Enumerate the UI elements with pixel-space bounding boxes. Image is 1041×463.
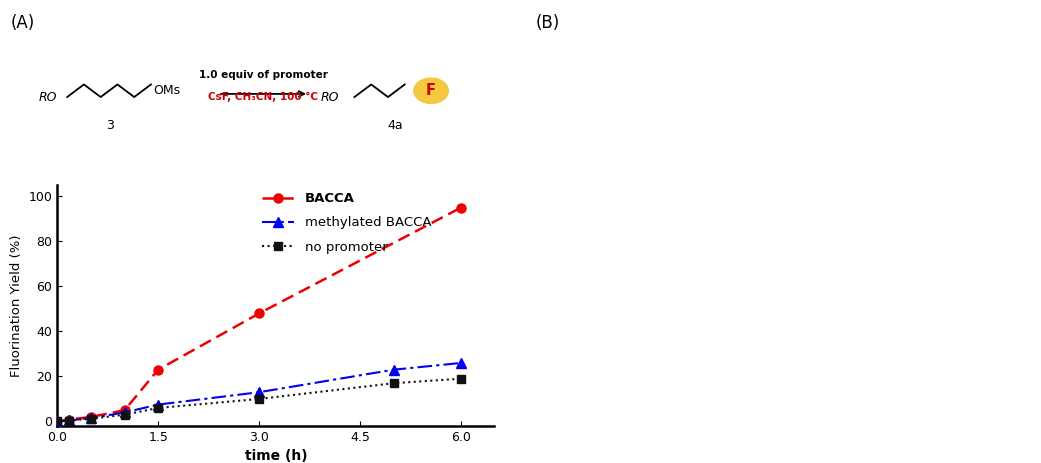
Text: OMs: OMs bbox=[153, 84, 180, 97]
Ellipse shape bbox=[413, 77, 449, 104]
Text: 4a: 4a bbox=[387, 119, 403, 132]
Text: 3: 3 bbox=[106, 119, 115, 132]
Text: 1.0 equiv of promoter: 1.0 equiv of promoter bbox=[199, 70, 328, 80]
Text: F: F bbox=[426, 83, 436, 98]
Text: CsF, CH₃CN, 100 °C: CsF, CH₃CN, 100 °C bbox=[208, 92, 319, 102]
Legend: BACCA, methylated ​BACCA, no promoter: BACCA, methylated ​BACCA, no promoter bbox=[256, 187, 437, 259]
Text: (B): (B) bbox=[536, 14, 560, 32]
Y-axis label: Fluorination Yield (%): Fluorination Yield (%) bbox=[10, 234, 23, 377]
X-axis label: time (h): time (h) bbox=[245, 450, 307, 463]
Text: RO: RO bbox=[39, 91, 57, 104]
Text: RO: RO bbox=[321, 91, 339, 104]
Text: (A): (A) bbox=[10, 14, 34, 32]
